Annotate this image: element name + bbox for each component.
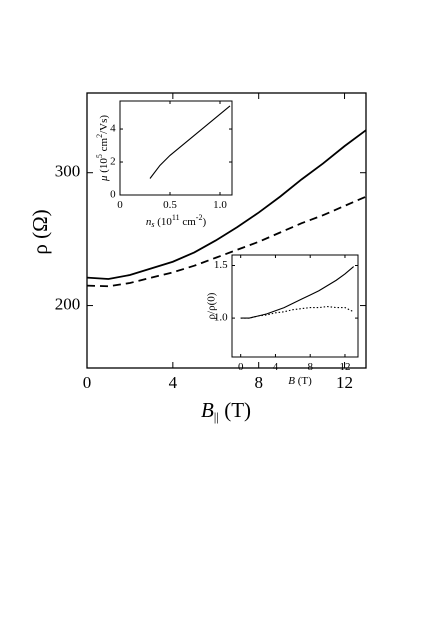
x-tick-label: 1.0 bbox=[213, 199, 227, 211]
y-tick-label: 1.5 bbox=[214, 259, 228, 271]
x-tick-label: 8 bbox=[307, 361, 313, 373]
plot-frame bbox=[231, 254, 359, 358]
y-tick-label: 0 bbox=[110, 189, 116, 201]
y-axis-label: μ (105 cm2/Vs) bbox=[95, 115, 110, 182]
y-tick-label: 2 bbox=[110, 156, 116, 168]
data-line bbox=[86, 129, 367, 280]
x-tick-label: 12 bbox=[336, 373, 353, 392]
y-tick-label: 4 bbox=[110, 123, 116, 135]
x-tick-label: 0 bbox=[83, 373, 92, 392]
x-tick-label: 8 bbox=[254, 373, 263, 392]
data-line bbox=[86, 195, 367, 288]
x-axis-label: B|| (T) bbox=[201, 398, 251, 424]
y-axis-label: ρ (Ω) bbox=[28, 209, 52, 254]
data-line bbox=[240, 266, 355, 319]
x-tick-label: 4 bbox=[273, 361, 279, 373]
data-line bbox=[240, 305, 354, 319]
plot-area bbox=[232, 255, 358, 357]
x-axis-label: ns (1011 cm-2) bbox=[146, 213, 207, 229]
y-tick-label: 1.0 bbox=[214, 312, 228, 324]
x-tick-label: 12 bbox=[339, 361, 350, 373]
x-tick-label: 4 bbox=[169, 373, 178, 392]
x-tick-label: 0 bbox=[238, 361, 244, 373]
x-axis-label: B (T) bbox=[288, 375, 312, 387]
plot-frame bbox=[86, 92, 367, 369]
y-axis-label: ρ/ρ(0) bbox=[206, 292, 218, 319]
y-tick-label: 200 bbox=[55, 294, 81, 313]
plot-area bbox=[120, 101, 232, 195]
plot-frame bbox=[119, 100, 233, 196]
y-tick-label: 300 bbox=[55, 162, 81, 181]
x-tick-label: 0.5 bbox=[163, 199, 177, 211]
data-line bbox=[149, 105, 231, 179]
x-tick-label: 0 bbox=[117, 199, 123, 211]
inset-ratio: 0 4 8 12 1.0 1.5 bbox=[214, 254, 359, 373]
inset-mobility: 0 0.5 1.0 0 2 4 bbox=[110, 100, 233, 211]
